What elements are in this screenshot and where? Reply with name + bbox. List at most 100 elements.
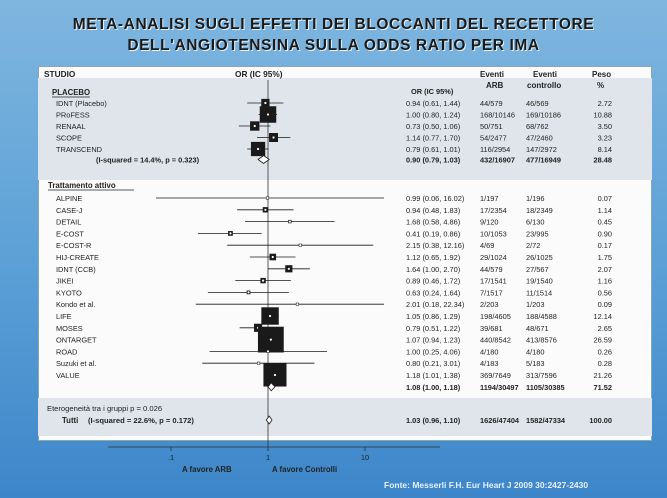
active-study-1-point [266,196,269,200]
active-study-1-events-ctrl: 1/196 [526,194,545,203]
active-study-16-events-ctrl: 313/7596 [526,371,557,380]
active-study-10-name: Kondo et al. [56,300,95,309]
active-study-12-events-arb: 39/681 [480,324,503,333]
placebo-study-3-weight: 3.50 [598,122,612,131]
active-study-5-name: E-COST-R [56,241,91,250]
active-study-9-or-text: 0.63 (0.24, 1.64) [406,288,460,297]
active-study-9-events-ctrl: 11/1514 [526,288,552,297]
active-study-4-weight: 0.90 [598,229,612,238]
placebo-subtotal-weight: 28.48 [594,156,613,165]
active-study-4-name: E-COST [56,229,84,238]
placebo-subtotal-label: (I-squared = 14.4%, p = 0.323) [96,156,200,165]
header-events-arb-2: ARB [486,81,504,90]
placebo-study-4-point [272,136,275,139]
active-study-10-or-text: 2.01 (0.18, 22.34) [406,300,464,309]
active-study-9-weight: 0.56 [598,288,612,297]
active-study-14-weight: 0.26 [598,347,612,356]
placebo-study-4-name: SCOPE [56,134,82,143]
active-study-16-point [273,373,277,377]
active-study-3-or-text: 1.68 (0.58, 4.86) [406,218,460,227]
active-study-12-events-ctrl: 48/671 [526,324,549,333]
active-study-10-point [296,303,299,306]
overall-or-text: 1.03 (0.96, 1.10) [406,416,461,425]
overall-label: (I-squared = 22.6%, p = 0.172) [88,416,194,425]
band-placebo [38,78,652,180]
active-study-6-name: HIJ-CREATE [56,253,99,262]
active-study-7-events-ctrl: 27/567 [526,265,549,274]
active-study-8-or-text: 0.89 (0.46, 1.72) [406,277,460,286]
placebo-subtotal-events-ctrl: 477/16949 [526,156,561,165]
placebo-study-2-name: PRoFESS [56,111,90,120]
active-study-4-point [229,232,232,235]
placebo-subtotal-diamond [257,155,270,164]
active-study-13-point [269,338,272,341]
placebo-study-5-weight: 8.14 [598,145,612,154]
active-study-7-point [287,267,290,270]
placebo-study-1-weight: 2.72 [598,99,612,108]
placebo-study-4-weight: 3.23 [598,134,612,143]
band-overall [38,398,652,436]
placebo-study-3-point [253,124,256,128]
active-study-5-or-text: 2.15 (0.38, 12.16) [406,241,464,250]
active-study-11-weight: 12.14 [594,312,613,321]
active-study-1-name: ALPINE [56,194,82,203]
active-study-13-events-arb: 440/8542 [480,336,511,345]
active-subtotal-diamond [267,382,276,392]
placebo-study-5-name: TRANSCEND [56,145,102,154]
active-study-1-events-arb: 1/197 [480,194,499,203]
active-study-16-weight: 21.26 [594,371,613,380]
active-study-7-name: IDNT (CCB) [56,265,96,274]
heterogeneity-text: Eterogeneità tra i gruppi p = 0.026 [47,404,162,413]
header-or-ci-column: OR (IC 95%) [411,87,454,96]
overall-diamond [265,415,273,425]
active-study-1-weight: 0.07 [598,194,612,203]
x-label-right: A favore Controlli [272,465,337,474]
overall-weight: 100.00 [589,416,612,425]
overall-label-bold: Tutti [62,416,78,425]
active-study-5-weight: 0.17 [598,241,612,250]
header-events-arb-1: Eventi [480,70,504,79]
active-subtotal-or-text: 1.08 (1.00, 1.18) [406,383,461,392]
placebo-study-2-events-ctrl: 169/10186 [526,111,561,120]
placebo-subtotal-or-text: 0.90 (0.79, 1.03) [406,156,461,165]
active-study-16-name: VALUE [56,371,80,380]
placebo-study-4-or-text: 1.14 (0.77, 1.70) [406,134,460,143]
active-study-3-name: DETAIL [56,218,81,227]
active-study-7-or-text: 1.64 (1.00, 2.70) [406,265,460,274]
active-study-13-weight: 26.59 [594,336,613,345]
active-study-7-events-arb: 44/579 [480,265,503,274]
placebo-study-1-point [264,101,267,105]
active-study-8-name: JIKEI [56,277,74,286]
placebo-study-2-or-text: 1.00 (0.80, 1.24) [406,111,460,120]
active-study-15-or-text: 0.80 (0.21, 3.01) [406,359,460,368]
x-tick-label-1: .1 [168,453,174,462]
placebo-subtotal-events-arb: 432/16907 [480,156,515,165]
active-study-2-name: CASE-J [56,206,83,215]
active-study-12-or-text: 0.79 (0.51, 1.22) [406,324,460,333]
placebo-study-3-or-text: 0.73 (0.50, 1.06) [406,122,460,131]
placebo-study-2-events-arb: 168/10146 [480,111,515,120]
active-study-11-name: LIFE [56,312,72,321]
active-study-8-weight: 1.16 [598,277,612,286]
active-study-16-events-arb: 369/7649 [480,371,511,380]
active-study-15-point [257,362,260,365]
overall-events-ctrl: 1582/47334 [526,416,566,425]
active-study-1-or-text: 0.99 (0.06, 16.02) [406,194,464,203]
active-study-15-name: Suzuki et al. [56,359,96,368]
placebo-study-4-events-ctrl: 47/2460 [526,134,553,143]
active-study-15-events-arb: 4/183 [480,359,499,368]
header-study: STUDIO [44,69,76,79]
header-or-ci: OR (IC 95%) [235,69,283,79]
placebo-study-1-events-arb: 44/579 [480,99,503,108]
active-study-5-events-arb: 4/69 [480,241,494,250]
header-events-ctrl-2: controllo [527,81,561,90]
active-study-9-point [247,291,250,294]
active-study-8-point [261,279,265,282]
active-study-11-point [268,314,272,318]
active-subtotal-weight: 71.52 [594,383,613,392]
active-study-15-events-ctrl: 5/183 [526,359,545,368]
active-study-6-weight: 1.75 [598,253,612,262]
placebo-study-5-events-ctrl: 147/2972 [526,145,557,154]
active-study-11-or-text: 1.05 (0.86, 1.29) [406,312,460,321]
active-study-6-or-text: 1.12 (0.65, 1.92) [406,253,460,262]
